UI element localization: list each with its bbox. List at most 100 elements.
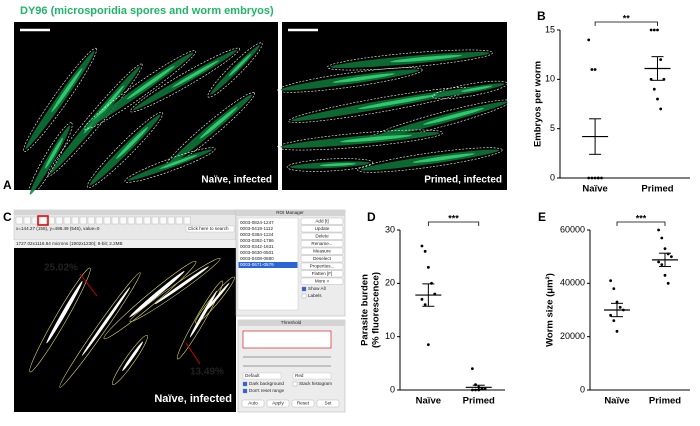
window-title: ROI Manager: [276, 210, 304, 215]
button-label[interactable]: Rename...: [311, 241, 332, 246]
tool-icon[interactable]: [47, 216, 55, 225]
roi-item[interactable]: 0003-0671-0579: [240, 262, 274, 267]
data-point: [587, 176, 591, 180]
dropdown[interactable]: [242, 372, 282, 380]
y-tick-label: 40000: [560, 278, 585, 288]
button[interactable]: [300, 262, 344, 270]
panel-label: B: [537, 9, 546, 23]
tool-icon[interactable]: [95, 216, 103, 225]
button-label[interactable]: Properties...: [310, 264, 335, 269]
worm-outline: [277, 67, 423, 93]
button[interactable]: [300, 277, 344, 285]
button[interactable]: [300, 225, 344, 233]
significance-bracket: [427, 221, 480, 226]
button-label[interactable]: Flatten [F]: [312, 271, 333, 276]
checkbox[interactable]: [301, 286, 307, 292]
button[interactable]: [316, 399, 340, 408]
tool-icon[interactable]: [183, 216, 191, 225]
checkbox[interactable]: [242, 381, 248, 387]
significance: ***: [448, 213, 459, 223]
tool-icon[interactable]: [63, 216, 71, 225]
mode: Red: [295, 373, 304, 378]
worm-gut: [423, 108, 484, 125]
button-label[interactable]: More »: [315, 279, 330, 284]
tool-icon[interactable]: [127, 216, 135, 225]
tool-icon[interactable]: [111, 216, 119, 225]
y-axis-label: Worm size (μm²): [545, 273, 556, 347]
button[interactable]: [300, 255, 344, 263]
data-point: [666, 281, 670, 285]
tool-icon[interactable]: [87, 216, 95, 225]
button[interactable]: [300, 247, 344, 255]
worm-outline: [23, 47, 97, 153]
button[interactable]: [291, 399, 315, 408]
button-label[interactable]: Deselect: [313, 256, 332, 261]
tool-icon[interactable]: [143, 216, 151, 225]
worm-gut: [228, 53, 252, 77]
button[interactable]: [300, 270, 344, 278]
worm-outline: [103, 260, 197, 340]
data-point: [587, 38, 591, 42]
button[interactable]: [300, 232, 344, 240]
worm-outline: [432, 80, 508, 100]
y-tick-label: 15: [545, 24, 555, 34]
roi-item[interactable]: 0003-0392-1786: [240, 238, 274, 243]
roi-item[interactable]: 0003-0630-0501: [240, 250, 274, 255]
tool-icon[interactable]: [175, 216, 183, 225]
tool-icon[interactable]: [159, 216, 167, 225]
data-point: [420, 297, 424, 301]
button-label[interactable]: Update: [315, 226, 330, 231]
roi-item[interactable]: 0003-0824-1247: [240, 220, 274, 225]
y-tick-label: 0: [550, 172, 555, 182]
button-label[interactable]: Reset: [297, 401, 310, 406]
tool-icon[interactable]: [119, 216, 127, 225]
tool-icon[interactable]: [23, 216, 31, 225]
significance: **: [623, 13, 631, 23]
dropdown[interactable]: [292, 372, 332, 380]
button[interactable]: [241, 399, 265, 408]
button[interactable]: [300, 240, 344, 248]
button-label[interactable]: Measure: [313, 249, 331, 254]
button-label[interactable]: Apply: [272, 401, 284, 406]
data-point: [660, 263, 664, 267]
button-label[interactable]: Set: [325, 401, 333, 406]
tool-icon[interactable]: [103, 216, 111, 225]
image-caption: Primed, infected: [424, 175, 502, 186]
roi-item[interactable]: 0003-0342-1631: [240, 244, 274, 249]
tool-icon[interactable]: [15, 216, 23, 225]
image-info: 1727.02x1116.84 microns (1902x1230); 8-b…: [16, 241, 123, 246]
tool-icon[interactable]: [167, 216, 175, 225]
tool-icon[interactable]: [55, 216, 63, 225]
data-point: [593, 176, 597, 180]
worm-signal: [129, 271, 185, 318]
worm-outline: [207, 42, 263, 98]
tool-icon[interactable]: [79, 216, 87, 225]
button-label[interactable]: Auto: [248, 401, 258, 406]
button[interactable]: [266, 399, 290, 408]
search-box[interactable]: [185, 225, 235, 233]
y-tick-label: 20: [385, 278, 395, 288]
tool-icon[interactable]: [135, 216, 143, 225]
roi-item[interactable]: 0003-0408-0880: [240, 256, 274, 261]
figure-title: DY96 (microsporidia spores and worm embr…: [20, 5, 274, 17]
button[interactable]: [300, 217, 344, 225]
roi-item[interactable]: 0003-0419-1112: [240, 226, 273, 231]
checkbox[interactable]: [292, 381, 298, 387]
annotation-arrow: [185, 342, 201, 365]
annotation: 13.49%: [190, 367, 224, 378]
y-tick-label: 5: [550, 123, 555, 133]
panel-label: A: [3, 178, 12, 192]
checkbox[interactable]: [301, 293, 307, 299]
button-label[interactable]: Add [t]: [315, 219, 328, 224]
data-point: [663, 247, 667, 251]
x-tick-label: Primed: [641, 184, 673, 195]
tool-icon[interactable]: [151, 216, 159, 225]
worm-signal: [206, 282, 230, 311]
checkbox[interactable]: [242, 388, 248, 394]
roi-item[interactable]: 0003-0384-1134: [240, 232, 274, 237]
data-point: [657, 228, 660, 232]
tool-icon[interactable]: [39, 216, 47, 225]
tool-icon[interactable]: [71, 216, 79, 225]
button-label[interactable]: Delete: [315, 234, 329, 239]
